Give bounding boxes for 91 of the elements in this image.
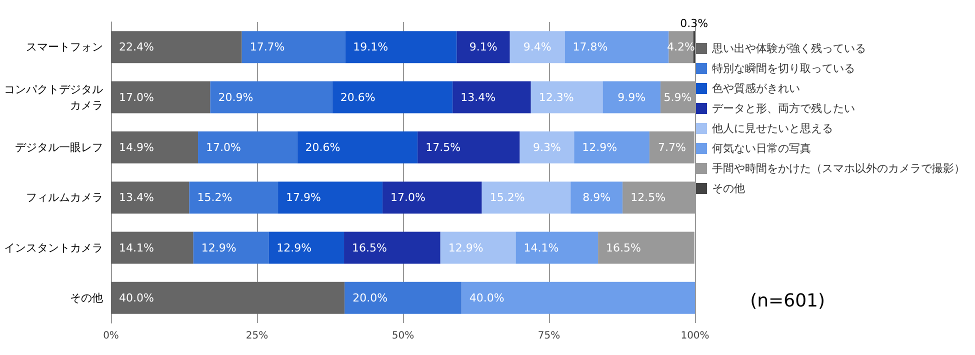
data-label: 16.5% bbox=[352, 241, 387, 254]
bar bbox=[530, 81, 603, 114]
bar bbox=[564, 31, 669, 64]
data-label: 12.9% bbox=[276, 241, 312, 254]
x-tick-label: 75% bbox=[538, 330, 560, 342]
legend-label: 色や質感がきれい bbox=[712, 82, 800, 95]
data-label: 20.6% bbox=[305, 140, 340, 154]
data-label: 14.1% bbox=[524, 241, 559, 254]
data-label: 15.2% bbox=[197, 191, 232, 204]
data-label: 13.4% bbox=[460, 90, 496, 104]
data-label: 17.0% bbox=[390, 191, 426, 204]
bar bbox=[516, 232, 598, 264]
y-tick-label: コンパクトデジタルカメラ bbox=[4, 82, 103, 112]
text: (n=601) bbox=[750, 290, 826, 312]
data-label: 17.8% bbox=[572, 40, 608, 54]
data-label: 9.4% bbox=[523, 40, 552, 54]
legend-label: 思い出や体験が強く残っている bbox=[711, 42, 866, 55]
data-label: 12.9% bbox=[448, 241, 484, 254]
y-tick-label: デジタル一眼レフ bbox=[15, 140, 103, 154]
bar bbox=[193, 232, 269, 264]
bar bbox=[111, 81, 210, 114]
bar bbox=[452, 81, 531, 114]
bar bbox=[382, 182, 482, 214]
data-label: 17.0% bbox=[206, 140, 241, 154]
data-label: 9.3% bbox=[532, 140, 561, 154]
data-label: 20.6% bbox=[340, 90, 376, 104]
data-label: 7.7% bbox=[658, 140, 686, 154]
data-label: 17.7% bbox=[250, 40, 285, 54]
data-label: 8.9% bbox=[582, 191, 611, 204]
legend-label: その他 bbox=[712, 182, 745, 195]
data-label: 17.0% bbox=[119, 90, 154, 104]
bar bbox=[189, 182, 278, 214]
bar bbox=[111, 182, 190, 214]
bar bbox=[602, 81, 661, 114]
data-label: 0.3% bbox=[680, 17, 708, 30]
data-label: 12.5% bbox=[630, 191, 666, 204]
bar bbox=[332, 81, 453, 114]
x-tick-label: 25% bbox=[246, 330, 268, 342]
bar bbox=[210, 81, 332, 114]
x-tick-label: 100% bbox=[680, 330, 710, 342]
bar bbox=[268, 232, 344, 264]
data-label: 13.4% bbox=[119, 191, 154, 204]
bar bbox=[111, 131, 198, 164]
bar bbox=[461, 282, 695, 314]
data-label: 40.0% bbox=[119, 291, 154, 304]
bar bbox=[520, 131, 574, 164]
y-tick-label: その他 bbox=[70, 291, 103, 304]
bar bbox=[345, 31, 457, 64]
bar bbox=[482, 182, 571, 214]
data-label: 19.1% bbox=[353, 40, 388, 54]
bar bbox=[344, 282, 462, 314]
bar bbox=[440, 232, 516, 264]
data-label: 12.3% bbox=[538, 90, 574, 104]
x-tick-label: 0% bbox=[103, 330, 119, 342]
bar bbox=[278, 182, 383, 214]
data-label: 17.5% bbox=[426, 140, 461, 154]
bar bbox=[570, 182, 623, 214]
y-tick-label: スマートフォン bbox=[26, 40, 103, 54]
data-label: 9.9% bbox=[618, 90, 646, 104]
bar bbox=[574, 131, 650, 164]
y-tick-label: インスタントカメラ bbox=[4, 241, 103, 254]
bar bbox=[111, 282, 345, 314]
data-label: 17.9% bbox=[286, 191, 321, 204]
data-label: 20.9% bbox=[218, 90, 254, 104]
legend-label: 他人に見せたいと思える bbox=[712, 122, 833, 135]
legend-label: データと形、両方で残したい bbox=[712, 102, 855, 115]
bar bbox=[418, 131, 520, 164]
bar bbox=[111, 31, 242, 64]
bar bbox=[510, 31, 565, 64]
data-label: 15.2% bbox=[490, 191, 525, 204]
legend-label: 手間や時間をかけた（スマホ以外のカメラで撮影） bbox=[712, 162, 965, 175]
data-label: 40.0% bbox=[469, 291, 504, 304]
bar bbox=[456, 31, 510, 64]
data-label: 12.9% bbox=[582, 140, 618, 154]
legend-label: 何気ない日常の写真 bbox=[712, 142, 811, 155]
data-label: 12.9% bbox=[201, 241, 236, 254]
bar bbox=[111, 232, 194, 264]
data-label: 22.4% bbox=[119, 40, 154, 54]
data-label: 14.1% bbox=[119, 241, 154, 254]
data-label: 16.5% bbox=[606, 241, 642, 254]
data-label: 5.9% bbox=[664, 90, 692, 104]
legend-label: 特別な瞬間を切り取っている bbox=[712, 62, 855, 75]
bar bbox=[297, 131, 418, 164]
bar bbox=[198, 131, 298, 164]
data-label: 14.9% bbox=[119, 140, 154, 154]
x-tick-label: 50% bbox=[392, 330, 414, 342]
y-tick-label: フィルムカメラ bbox=[26, 191, 103, 204]
bar bbox=[242, 31, 346, 64]
data-label: 9.1% bbox=[469, 40, 498, 54]
bar bbox=[344, 232, 440, 264]
data-label: 20.0% bbox=[352, 291, 388, 304]
